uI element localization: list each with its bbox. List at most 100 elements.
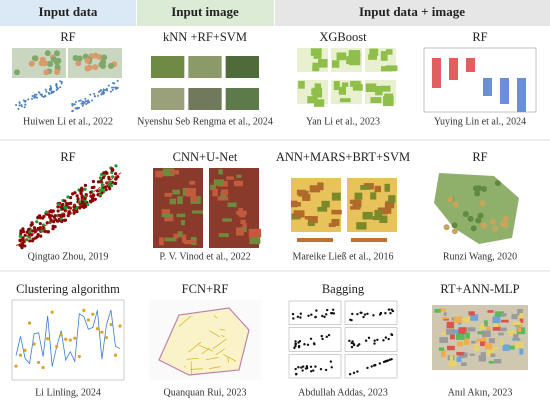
thumb-dot [107, 84, 110, 87]
thumb-dot [309, 365, 313, 368]
citation: Abdullah Addas, 2023 [298, 387, 388, 398]
thumb-dot [35, 235, 39, 239]
thumb-shape [519, 324, 523, 328]
thumb-shape [468, 311, 475, 316]
thumb-line [15, 309, 121, 367]
thumb-dot [83, 101, 86, 104]
thumb-shape [331, 218, 340, 226]
citation: Anıl Akın, 2023 [448, 387, 513, 398]
thumb-shape [466, 58, 475, 72]
thumb-dot [54, 68, 61, 75]
thumb-shape [307, 96, 318, 104]
thumb-dot [55, 57, 62, 64]
thumb-dot [384, 336, 388, 339]
thumb-dot [83, 183, 88, 187]
thumb-shape [369, 48, 379, 56]
thumb-dot [77, 354, 81, 359]
thumb-shape [465, 332, 470, 339]
thumb-shape [317, 182, 324, 191]
thumb-dot [98, 90, 101, 93]
thumb-dot [46, 337, 50, 341]
thumb-shape [250, 228, 262, 238]
thumb-dot [89, 200, 93, 204]
thumb-dot [31, 229, 35, 233]
thumb-dot [55, 86, 58, 89]
thumb-dot [93, 92, 96, 95]
thumb-shape [173, 233, 179, 239]
thumb-shape [486, 326, 491, 333]
thumb-dot [91, 197, 95, 201]
thumb-shape [479, 323, 485, 330]
thumb-shape [385, 65, 398, 72]
thumb-shape [151, 88, 185, 110]
thumb-dot [44, 210, 49, 214]
thumb-dot [348, 339, 351, 343]
thumb-dot [86, 64, 93, 71]
thumb-dot [14, 69, 21, 76]
citation: Quanquan Rui, 2023 [163, 387, 246, 398]
thumb-dot [312, 342, 316, 345]
header-bg [275, 0, 550, 26]
thumb-road [205, 356, 219, 361]
thumb-shape [151, 56, 185, 78]
thumb-dot [86, 318, 90, 322]
thumb-shape [517, 78, 526, 112]
thumb-shape [492, 346, 498, 350]
thumb-road [215, 348, 225, 356]
thumb-dot [359, 311, 362, 314]
thumb-shape [490, 353, 496, 358]
thumb-dot [50, 92, 53, 95]
thumb-dot [79, 99, 82, 102]
thumb-shape [498, 332, 504, 336]
thumb-dot [314, 365, 317, 368]
thumb-dot [492, 225, 499, 232]
thumb-dot [299, 312, 303, 315]
thumb-shape [213, 179, 224, 186]
thumb-dot [28, 230, 32, 234]
thumb-shape [386, 49, 393, 55]
thumb-dot [28, 60, 35, 67]
thumb-dot [114, 86, 117, 89]
thumb-road [209, 330, 220, 338]
thumb-dot [80, 102, 83, 105]
thumb-dot [294, 340, 297, 343]
thumb-dot [114, 181, 118, 185]
thumb-frame [344, 300, 398, 325]
thumb-shape [449, 355, 454, 362]
thumb-dot [109, 184, 114, 188]
thumb-dot [68, 338, 72, 342]
thumb-shape [352, 84, 363, 91]
thumb-dot [40, 229, 44, 233]
thumb-dot [80, 195, 84, 199]
thumb-shape [302, 193, 311, 201]
thumb-dot [85, 102, 88, 105]
thumb-shape [455, 333, 465, 340]
thumb-dot [47, 60, 54, 67]
thumb-road [201, 347, 210, 355]
method-label: kNN +RF+SVM [163, 30, 247, 44]
thumb-dot [104, 88, 107, 91]
thumb-shape [298, 80, 305, 89]
thumb-shape [439, 337, 449, 343]
thumb-shape [492, 316, 501, 324]
header-label: Input data [39, 4, 98, 19]
thumb-dot [60, 80, 63, 83]
thumb-shape [159, 237, 164, 246]
thumb-dot [19, 231, 23, 235]
thumb-dot [299, 316, 302, 319]
thumb-dot [50, 90, 53, 93]
thumb-shape [177, 231, 183, 238]
thumb-shape [321, 200, 330, 208]
thumb-shape [477, 331, 483, 335]
thumb-dot [366, 366, 369, 370]
thumb-shape [333, 81, 340, 91]
thumb-shape [336, 52, 347, 61]
thumb-dot [110, 168, 114, 172]
thumb-dot [38, 91, 41, 94]
thumb-dot [494, 180, 501, 187]
thumb-dot [51, 224, 55, 228]
thumb-shape [480, 339, 486, 347]
thumb-shape [500, 78, 509, 104]
thumb-dot [100, 330, 104, 334]
